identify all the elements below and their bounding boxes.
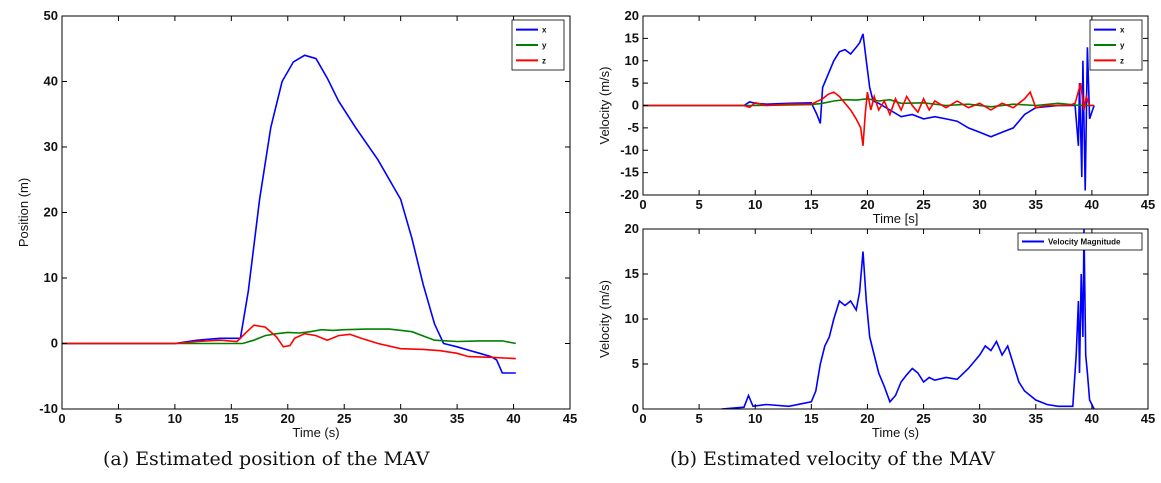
x-tick-label: 5: [695, 411, 702, 426]
legend-label: z: [542, 56, 546, 65]
x-tick-label: 45: [1141, 197, 1155, 212]
y-tick-label: 0: [51, 336, 58, 351]
x-tick-label: 15: [804, 197, 818, 212]
x-tick-label: 0: [639, 197, 646, 212]
x-tick-label: 45: [1141, 411, 1155, 426]
y-tick-label: 20: [625, 8, 639, 23]
x-tick-label: 15: [224, 411, 238, 426]
legend-label: Velocity Magnitude: [1048, 238, 1121, 247]
x-tick-label: 35: [450, 411, 464, 426]
legend-label: x: [542, 26, 547, 35]
x-tick-label: 10: [748, 197, 762, 212]
legend-label: y: [542, 41, 547, 50]
legend-label: x: [1120, 26, 1125, 35]
x-tick-label: 20: [281, 411, 295, 426]
y-tick-label: 40: [44, 74, 58, 89]
y-tick-label: 50: [44, 8, 58, 23]
chart-velocity: 0 5 10 15 20 25 30 35 40 45-20-15-10-505101520Tim…: [597, 8, 1155, 226]
legend-box: [1017, 232, 1143, 251]
x-tick-label: 5: [695, 197, 702, 212]
y-tick-label: -10: [39, 401, 58, 416]
series-line-z: [62, 324, 516, 360]
x-tick-label: 25: [337, 411, 351, 426]
x-tick-label: 0: [58, 411, 65, 426]
y-tick-label: -5: [627, 120, 639, 135]
x-tick-label: 40: [506, 411, 520, 426]
x-tick-label: 35: [1029, 197, 1043, 212]
y-tick-label: 15: [625, 266, 639, 281]
y-tick-label: -20: [620, 187, 639, 202]
x-tick-label: 20: [860, 197, 874, 212]
x-tick-label: 0: [639, 411, 646, 426]
y-tick-label: -10: [620, 142, 639, 157]
y-tick-label: 0: [632, 401, 639, 416]
x-tick-label: 10: [168, 411, 182, 426]
y-tick-label: 5: [632, 356, 639, 371]
y-tick-label: 10: [44, 270, 58, 285]
x-tick-label: 40: [1085, 197, 1099, 212]
y-tick-label: 30: [44, 139, 58, 154]
series-line-velocity-magnitude: [721, 229, 1095, 409]
x-tick-label: 20: [860, 411, 874, 426]
plot-frame: [61, 15, 571, 410]
caption-a: (a) Estimated position of the MAV: [103, 448, 430, 470]
x-tick-label: 30: [972, 197, 986, 212]
x-tick-label: 30: [393, 411, 407, 426]
x-tick-label: 15: [804, 411, 818, 426]
x-tick-label: 40: [1085, 411, 1099, 426]
x-tick-label: 10: [748, 411, 762, 426]
x-tick-label: 25: [916, 411, 930, 426]
series-line-x: [643, 33, 1095, 191]
y-tick-label: -15: [620, 165, 639, 180]
y-tick-label: 10: [625, 53, 639, 68]
x-tick-label: 5: [115, 411, 122, 426]
legend-label: y: [1120, 41, 1125, 50]
x-tick-label: 30: [972, 411, 986, 426]
series-line-y: [643, 97, 1095, 108]
legend-label: z: [1120, 56, 1124, 65]
x-axis-label: Time (s): [292, 425, 339, 440]
y-tick-label: 20: [625, 221, 639, 236]
legend: Velocity Magnitude: [1017, 232, 1143, 251]
x-tick-label: 35: [1029, 411, 1043, 426]
x-axis-label: Time [s]: [873, 211, 919, 226]
x-tick-label: 25: [916, 197, 930, 212]
y-tick-label: 15: [625, 30, 639, 45]
y-tick-label: 0: [632, 98, 639, 113]
y-axis-label: Velocity (m/s): [597, 280, 612, 358]
x-axis-label: Time (s): [872, 425, 919, 440]
y-tick-label: 5: [632, 75, 639, 90]
series-line-x: [62, 54, 516, 374]
legend: xyz: [1089, 19, 1143, 71]
y-axis-label: Velocity (m/s): [597, 66, 612, 144]
y-tick-label: 20: [44, 205, 58, 220]
y-axis-label: Position (m): [16, 178, 31, 247]
y-tick-label: 10: [625, 311, 639, 326]
caption-b: (b) Estimated velocity of the MAV: [670, 448, 996, 470]
series-line-z: [643, 82, 1095, 146]
plot-frame: [642, 228, 1149, 410]
legend: xyz: [511, 19, 565, 71]
series-line-y: [62, 328, 516, 345]
x-tick-label: 45: [563, 411, 577, 426]
